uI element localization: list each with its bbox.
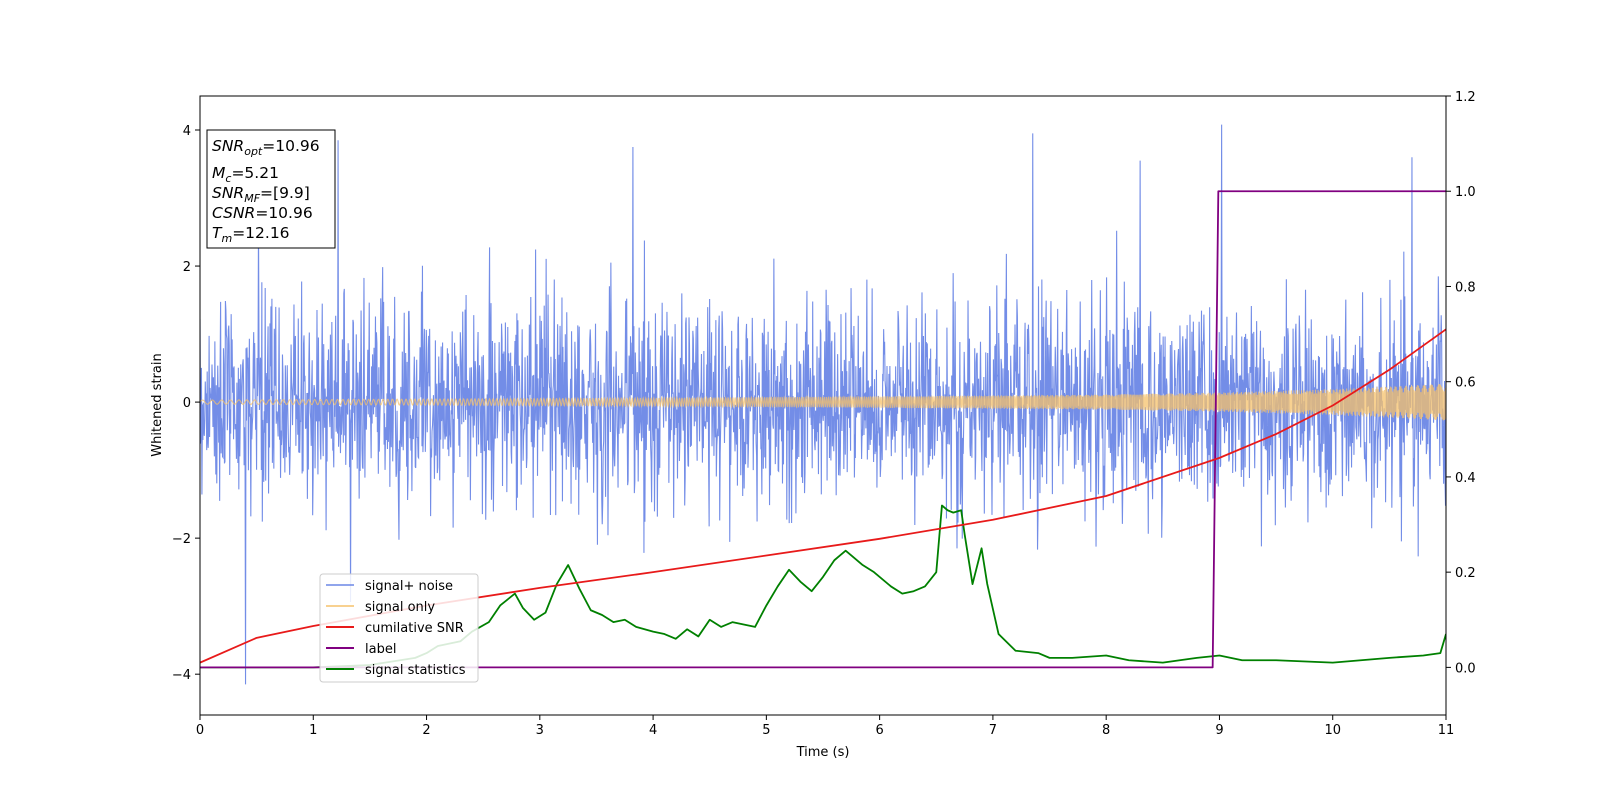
legend-entry: signal only	[365, 600, 435, 615]
plot-data-layer	[200, 124, 1446, 685]
x-tick-label: 3	[536, 723, 544, 738]
annotation-line: CSNR=10.96	[212, 204, 313, 222]
legend-entry: cumilative SNR	[365, 621, 464, 636]
legend: signal+ noise signal only cumilative SNR la…	[319, 573, 479, 683]
series-signal-statistics	[200, 504, 1446, 669]
x-tick-label: 2	[422, 723, 430, 738]
x-axis-label: Time (s)	[796, 745, 850, 760]
x-tick-label: 0	[196, 723, 204, 738]
x-tick-label: 11	[1438, 723, 1455, 738]
series-signal-plus-noise	[200, 124, 1446, 685]
annotation-line: Tm=12.16	[212, 224, 290, 245]
y-tick-label: −2	[172, 532, 191, 547]
y2-tick-label: 0.8	[1455, 280, 1476, 295]
x-tick-label: 7	[989, 723, 997, 738]
y2-tick-label: 1.2	[1455, 90, 1476, 105]
x-tick-label: 8	[1102, 723, 1110, 738]
annotation-line: SNRopt=10.96	[212, 137, 320, 158]
x-tick-label: 5	[762, 723, 770, 738]
legend-frame	[319, 573, 479, 683]
y2-tick-label: 0.2	[1455, 566, 1476, 581]
x-tick-label: 6	[875, 723, 883, 738]
y2-tick-label: 0.6	[1455, 376, 1476, 391]
x-tick-label: 4	[649, 723, 657, 738]
y2-tick-label: 0.0	[1455, 661, 1476, 676]
plot-frame	[199, 95, 1447, 716]
annotation-line: Mc=5.21	[212, 164, 279, 185]
series-label	[200, 190, 1446, 669]
y-tick-label: 4	[183, 124, 191, 139]
legend-entry: signal+ noise	[365, 579, 453, 594]
y2-tick-label: 0.4	[1455, 471, 1476, 486]
legend-entry: signal statistics	[365, 663, 466, 678]
x-tick-label: 1	[309, 723, 317, 738]
x-tick-label: 9	[1215, 723, 1223, 738]
annotation-line: SNRMF=[9.9]	[212, 184, 310, 205]
x-tick-label: 10	[1324, 723, 1341, 738]
y-tick-label: 2	[183, 260, 191, 275]
series-signal-only	[200, 384, 1446, 421]
y-tick-label: −4	[172, 668, 191, 683]
axes-layer: 0 1 2 3 4 5 6 7 8 9 10 11 −4 −2 0 2 4 0.0 0.2 0.4 0.6 0.8 1.0 1…	[172, 90, 1476, 738]
annotation-box-frame	[206, 129, 336, 249]
y-axis-label: Whitened strain	[150, 353, 165, 456]
legend-entry: label	[365, 642, 396, 657]
stats-annotation-box: SNRopt=10.96 Mc=5.21SNRMF=[9.9]CSNR=10.96…	[206, 129, 336, 249]
y-tick-label: 0	[183, 396, 191, 411]
y2-tick-label: 1.0	[1455, 185, 1476, 200]
